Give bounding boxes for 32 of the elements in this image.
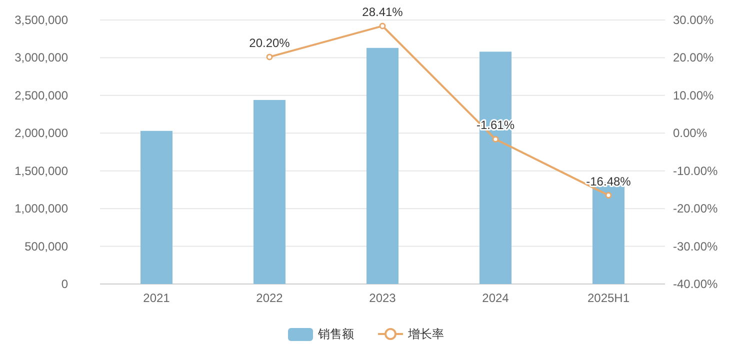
y2-tick-label: -20.00% — [673, 202, 718, 216]
point — [379, 22, 386, 30]
point — [492, 136, 499, 142]
y2-tick-label: 20.00% — [673, 50, 714, 65]
y2-tick-label: 10.00% — [673, 88, 714, 102]
data-label: 28.41% — [362, 4, 404, 19]
x-tick-label: 2021 — [143, 291, 170, 305]
y2-tick-label: -30.00% — [673, 239, 718, 254]
y-tick-label: 1,000,000 — [14, 202, 68, 216]
y-tick-label: 2,000,000 — [14, 126, 68, 140]
x-tick-label: 2022 — [256, 291, 284, 305]
bar — [366, 48, 398, 284]
x-tick-label: 2023 — [369, 291, 396, 305]
data-label: 20.20% — [249, 36, 290, 50]
legend-label: 增长率 — [407, 327, 444, 341]
y2-tick-label: -10.00% — [673, 164, 718, 178]
y-tick-label: 3,000,000 — [14, 50, 68, 65]
y-tick-label: 1,500,000 — [14, 164, 68, 178]
y-tick-label: 3,500,000 — [14, 13, 68, 27]
y-tick-label: 2,500,000 — [14, 88, 68, 102]
point — [266, 54, 273, 60]
bar — [140, 130, 172, 284]
y-tick-label: 500,000 — [24, 239, 68, 254]
point — [605, 192, 612, 199]
y2-tick-label: -40.00% — [673, 277, 718, 291]
x-tick-label: 2024 — [482, 291, 510, 305]
y-tick-label: 0 — [61, 277, 68, 291]
bar — [254, 100, 286, 284]
y2-tick-label: 0.00% — [673, 126, 708, 140]
x-tick-label: 2025H1 — [587, 291, 630, 305]
y2-tick-label: 30.00% — [673, 13, 714, 27]
legend-label: 销售额 — [317, 327, 354, 341]
